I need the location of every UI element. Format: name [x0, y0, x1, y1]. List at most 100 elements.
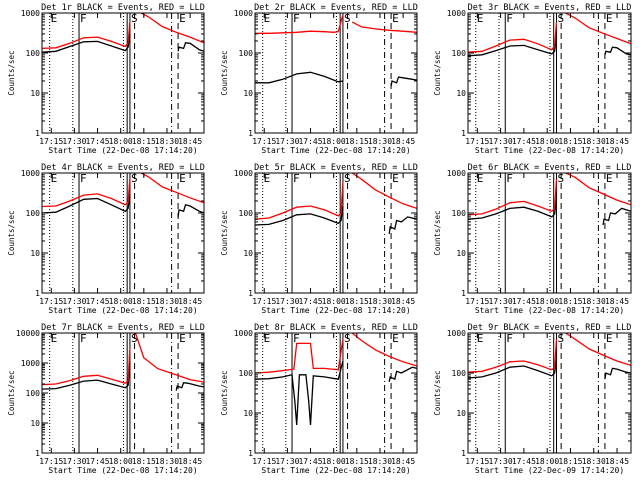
panel-title: Det 8r BLACK = Events, RED = LLD: [254, 323, 418, 333]
event-marker-label: E: [264, 12, 271, 25]
event-marker-label: E: [392, 12, 399, 25]
y-tick-label: 1000: [234, 329, 253, 338]
x-tick-label: 17:15: [252, 297, 276, 306]
series-lld-line: [134, 333, 204, 383]
panel-det-6: Det 6r BLACK = Events, RED = LLDEFSE1101…: [433, 163, 632, 315]
event-marker-label: E: [51, 172, 58, 185]
panel-det-8: Det 8r BLACK = Events, RED = LLDEFSE1101…: [220, 323, 418, 475]
y-tick-label: 1000: [234, 9, 253, 18]
x-axis-label: Start Time (22-Dec-08 17:14:20): [261, 306, 410, 315]
event-marker-label: F: [506, 172, 513, 185]
x-tick-label: 18:45: [605, 297, 629, 306]
event-marker-label: F: [80, 172, 87, 185]
event-marker-label: E: [179, 172, 186, 185]
plot-frame: [254, 332, 418, 454]
y-tick-label: 100: [452, 209, 467, 218]
y-tick-label: 1000: [21, 9, 40, 18]
x-tick-label: 17:45: [85, 297, 109, 306]
y-tick-label: 10000: [16, 329, 40, 338]
x-axis-label: Start Time (22-Dec-08 17:14:20): [475, 146, 624, 155]
panel-det-9: Det 9r BLACK = Events, RED = LLDEFSE1101…: [433, 323, 632, 475]
x-tick-label: 18:45: [391, 297, 415, 306]
event-marker-label: E: [264, 172, 271, 185]
x-tick-label: 18:30: [368, 137, 392, 146]
panel-title: Det 9r BLACK = Events, RED = LLD: [468, 323, 632, 333]
plot-frame: [41, 12, 205, 134]
y-tick-label: 10: [456, 89, 466, 98]
panel-det-4: Det 4r BLACK = Events, RED = LLDEFSE1101…: [7, 163, 205, 315]
y-tick-label: 1000: [447, 9, 466, 18]
x-tick-label: 18:30: [582, 457, 606, 466]
y-tick-label: 1: [248, 129, 253, 138]
x-tick-label: 18:30: [368, 297, 392, 306]
x-tick-label: 18:15: [345, 457, 369, 466]
series-lld-line: [140, 13, 204, 44]
series-events-line: [42, 362, 131, 390]
plot-frame: [41, 172, 205, 294]
panel-det-1: Det 1r BLACK = Events, RED = LLDEFSE1101…: [7, 3, 205, 155]
x-tick-label: 17:45: [512, 297, 536, 306]
plot-frame: [254, 12, 418, 134]
y-tick-label: 10: [243, 409, 253, 418]
y-tick-label: 10: [30, 249, 40, 258]
series-lld-line: [565, 173, 631, 206]
event-marker-label: F: [506, 332, 513, 345]
panel-title: Det 5r BLACK = Events, RED = LLD: [254, 163, 418, 173]
panel-title: Det 2r BLACK = Events, RED = LLD: [254, 3, 418, 13]
series-events-line: [175, 381, 204, 391]
x-tick-label: 18:30: [582, 297, 606, 306]
y-tick-label: 10: [243, 89, 253, 98]
x-tick-label: 18:45: [178, 457, 202, 466]
x-tick-label: 18:00: [322, 137, 346, 146]
x-tick-label: 18:30: [368, 457, 392, 466]
panel-title: Det 4r BLACK = Events, RED = LLD: [41, 163, 205, 173]
x-tick-label: 17:15: [39, 137, 63, 146]
x-tick-label: 18:00: [109, 297, 133, 306]
series-events-line: [255, 71, 344, 84]
event-marker-label: F: [80, 12, 87, 25]
series-events-line: [604, 46, 631, 56]
series-events-line: [468, 37, 558, 57]
x-tick-label: 17:15: [252, 137, 276, 146]
series-lld-line: [351, 333, 417, 367]
series-events-line: [388, 366, 417, 383]
y-axis-label: Counts/sec: [7, 210, 16, 255]
event-marker-label: F: [293, 12, 300, 25]
x-tick-label: 17:15: [39, 297, 63, 306]
y-axis-label: Counts/sec: [220, 50, 229, 95]
y-tick-label: 10: [30, 419, 40, 428]
y-axis-label: Counts/sec: [7, 50, 16, 95]
series-lld-line: [468, 339, 558, 373]
y-axis-label: Counts/sec: [433, 50, 442, 95]
series-events-line: [42, 33, 131, 53]
x-tick-label: 18:30: [155, 297, 179, 306]
series-lld-line: [140, 173, 204, 204]
y-tick-label: 100: [452, 49, 467, 58]
y-axis-label: Counts/sec: [7, 370, 16, 415]
y-axis-label: Counts/sec: [220, 210, 229, 255]
x-tick-label: 18:45: [605, 137, 629, 146]
x-tick-label: 18:30: [155, 457, 179, 466]
y-tick-label: 100: [239, 209, 254, 218]
x-tick-label: 18:30: [155, 137, 179, 146]
x-tick-label: 18:15: [132, 457, 156, 466]
panel-title: Det 7r BLACK = Events, RED = LLD: [41, 323, 205, 333]
series-events-line: [602, 207, 631, 226]
panel-det-7: Det 7r BLACK = Events, RED = LLDEFSE1101…: [7, 323, 205, 475]
x-tick-label: 17:30: [62, 457, 86, 466]
y-axis-label: Counts/sec: [433, 370, 442, 415]
x-tick-label: 17:30: [62, 137, 86, 146]
event-marker-label: F: [506, 12, 513, 25]
x-tick-label: 17:30: [62, 297, 86, 306]
x-tick-label: 18:15: [345, 297, 369, 306]
panel-det-2: Det 2r BLACK = Events, RED = LLDEFSE1101…: [220, 3, 418, 155]
x-tick-label: 18:00: [322, 297, 346, 306]
y-tick-label: 1: [35, 289, 40, 298]
x-tick-label: 18:15: [558, 457, 582, 466]
x-tick-label: 18:45: [178, 137, 202, 146]
event-marker-label: E: [179, 332, 186, 345]
y-tick-label: 1: [248, 449, 253, 458]
series-lld-line: [351, 21, 417, 33]
event-marker-label: E: [606, 172, 613, 185]
x-tick-label: 18:45: [391, 457, 415, 466]
